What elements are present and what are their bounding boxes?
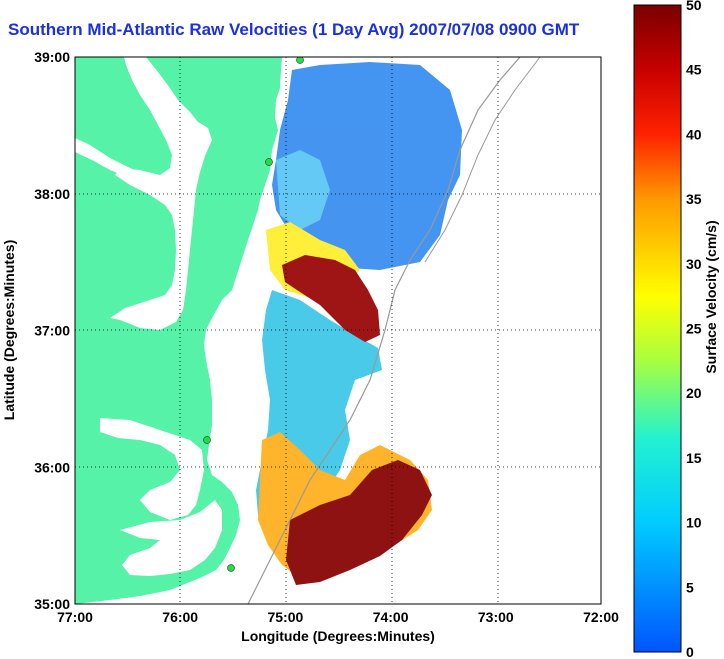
colorbar-tick-label: 10 (686, 515, 702, 531)
colorbar-tick-label: 50 (686, 0, 702, 13)
x-tick-label: 74:00 (373, 609, 409, 625)
y-axis-label: Latitude (Degrees:Minutes) (1, 240, 17, 420)
map-title: Southern Mid-Atlantic Raw Velocities (1 … (8, 20, 580, 39)
plot-frame (74, 56, 602, 605)
x-tick-label: 77:00 (57, 609, 93, 625)
colorbar-tick-label: 40 (686, 126, 702, 142)
x-tick-labels: 77:00 76:00 75:00 74:00 73:00 72:00 (57, 609, 619, 625)
colorbar-tick-label: 5 (686, 579, 694, 595)
x-tick-label: 72:00 (583, 609, 619, 625)
velocity-field (256, 62, 462, 585)
bathymetry-contour-inner (424, 57, 541, 263)
station-marker (296, 57, 304, 64)
x-axis-label: Longitude (Degrees:Minutes) (241, 628, 435, 644)
colorbar-tick-label: 25 (686, 321, 702, 337)
colorbar-tick-label: 0 (686, 644, 694, 659)
pamlico-sound (120, 500, 222, 576)
x-tick-label: 73:00 (478, 609, 514, 625)
x-tick-label: 76:00 (162, 609, 198, 625)
colorbar-label: Surface Velocity (cm/s) (703, 220, 719, 373)
x-tick-label: 75:00 (267, 609, 303, 625)
y-tick-label: 36:00 (34, 459, 70, 475)
colorbar-tick-label: 35 (686, 191, 702, 207)
potomac-river (75, 138, 140, 178)
hot-jet-north (282, 255, 380, 342)
station-marker (265, 158, 273, 166)
colorbar (633, 4, 682, 653)
y-tick-labels: 39:00 38:00 37:00 36:00 35:00 (34, 49, 70, 612)
colorbar-tick-label: 15 (686, 450, 702, 466)
colorbar-tick-label: 45 (686, 62, 702, 78)
station-marker (203, 436, 211, 444)
hot-jet-south (286, 460, 432, 585)
y-tick-label: 37:00 (34, 323, 70, 339)
station-marker (227, 564, 235, 572)
albemarle-sound (100, 418, 204, 520)
chesapeake-bay (110, 57, 212, 330)
bathymetry-contour (247, 57, 521, 604)
radar-stations (203, 57, 304, 572)
y-tick-label: 39:00 (34, 49, 70, 65)
colorbar-tick-label: 30 (686, 256, 702, 272)
cool-current-west (276, 150, 330, 230)
colorbar-tick-label: 20 (686, 385, 702, 401)
delaware-bay (280, 57, 292, 100)
y-tick-label: 35:00 (34, 596, 70, 612)
y-tick-label: 38:00 (34, 186, 70, 202)
